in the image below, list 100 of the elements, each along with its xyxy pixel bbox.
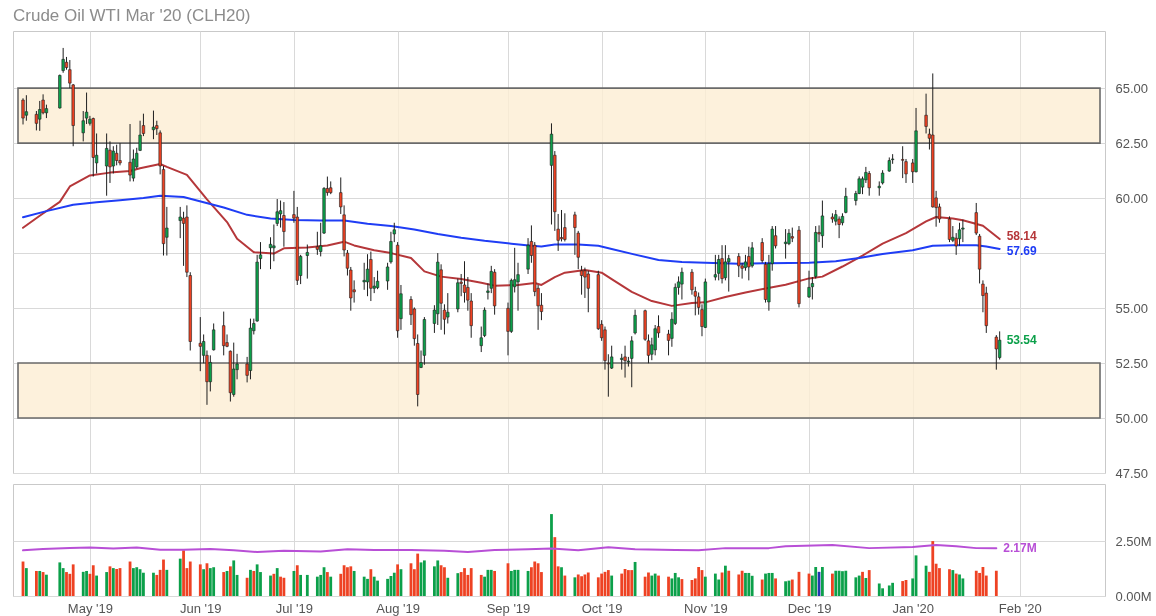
candlestick	[737, 252, 741, 278]
bar	[352, 570, 356, 596]
candlestick	[111, 145, 115, 174]
candlestick	[586, 270, 590, 313]
y-tick-label: 55.00	[1115, 300, 1149, 316]
bar	[376, 580, 379, 596]
candlestick	[747, 246, 751, 281]
candlestick	[559, 209, 564, 242]
bar	[760, 579, 764, 596]
y-tick-label: 2.50M	[1115, 533, 1152, 549]
bar	[974, 570, 978, 596]
bar	[550, 514, 553, 596]
candlestick	[375, 270, 380, 290]
data-label: 58.14	[1006, 229, 1038, 244]
bar	[269, 575, 272, 596]
bar	[24, 568, 28, 596]
bar	[509, 570, 513, 596]
bar	[162, 559, 165, 596]
candlestick	[118, 142, 122, 166]
x-tick-label: May '19	[67, 600, 113, 616]
candlestick	[24, 94, 28, 122]
candlestick	[717, 254, 721, 281]
bar	[857, 575, 861, 596]
bar	[329, 576, 333, 596]
candlestick	[974, 202, 978, 236]
bar	[764, 573, 767, 596]
candlestick	[573, 211, 577, 256]
bar	[252, 570, 256, 596]
bar	[436, 560, 440, 596]
bar	[369, 569, 373, 596]
bar	[349, 566, 353, 596]
bar	[861, 571, 864, 596]
x-tick-label: Nov '19	[683, 600, 728, 616]
bar	[831, 573, 834, 596]
bar	[396, 564, 400, 596]
bar	[673, 572, 677, 596]
bar	[346, 567, 349, 596]
bar	[58, 562, 62, 596]
candlestick	[21, 97, 25, 125]
candlestick	[362, 262, 366, 291]
bar	[279, 576, 282, 596]
x-tick-label: Jun '19	[180, 600, 222, 616]
bar	[820, 567, 824, 596]
bar	[841, 571, 844, 596]
bar	[770, 572, 774, 596]
bar	[703, 576, 707, 596]
bar	[814, 567, 818, 596]
bar	[392, 572, 396, 596]
bar	[667, 576, 670, 596]
bar	[416, 553, 420, 596]
candlestick	[385, 262, 390, 291]
bar	[446, 577, 450, 596]
bar	[610, 575, 614, 596]
bar	[650, 575, 654, 596]
bar	[630, 570, 634, 596]
bar	[249, 569, 252, 596]
bar	[994, 570, 998, 596]
bar	[275, 568, 279, 596]
bar	[643, 576, 647, 596]
chart-title: Crude Oil WTI Mar '20 (CLH20)	[13, 6, 251, 25]
candlestick	[563, 212, 567, 242]
bar	[386, 578, 389, 596]
bar	[142, 572, 145, 596]
candlestick	[272, 224, 276, 262]
y-tick-label: 62.50	[1115, 135, 1149, 151]
candlestick	[867, 170, 871, 197]
bar	[182, 550, 185, 596]
candlestick	[115, 144, 119, 166]
bar	[774, 578, 777, 596]
bar	[342, 565, 346, 596]
bar	[212, 567, 216, 596]
bar	[767, 572, 771, 596]
x-tick-label: Feb '20	[998, 600, 1042, 616]
bar	[627, 570, 630, 596]
bar	[553, 537, 557, 596]
candlestick	[961, 219, 965, 243]
bar	[747, 572, 751, 596]
bar	[877, 583, 881, 596]
candlestick	[282, 201, 286, 248]
bar	[657, 575, 660, 596]
bar	[938, 568, 941, 596]
bar	[744, 572, 747, 596]
x-tick-label: Jul '19	[275, 600, 314, 616]
bar	[65, 572, 68, 596]
bar	[208, 568, 212, 596]
candlestick	[807, 270, 811, 299]
x-tick-label: Sep '19	[486, 600, 531, 616]
bar	[439, 565, 443, 596]
bar	[463, 568, 466, 596]
bar	[677, 577, 680, 596]
bar	[563, 575, 567, 596]
y-tick-label: 60.00	[1115, 190, 1149, 206]
bar	[228, 566, 232, 596]
bar	[91, 565, 95, 596]
candlestick	[315, 231, 319, 256]
bar	[727, 570, 731, 596]
y-tick-label: 65.00	[1115, 80, 1149, 96]
bar	[232, 560, 236, 596]
bar	[165, 569, 169, 596]
candlestick	[579, 265, 584, 296]
